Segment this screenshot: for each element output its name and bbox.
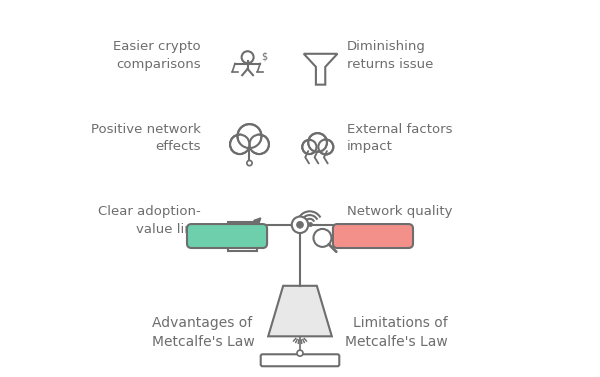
Text: $: $ <box>262 51 268 61</box>
Text: Easier crypto
comparisons: Easier crypto comparisons <box>113 40 201 71</box>
Text: External factors
impact: External factors impact <box>347 123 452 153</box>
FancyBboxPatch shape <box>333 224 413 248</box>
Text: Advantages of
Metcalfe's Law: Advantages of Metcalfe's Law <box>152 316 255 349</box>
Circle shape <box>296 221 304 228</box>
Circle shape <box>239 130 260 152</box>
Circle shape <box>292 216 308 233</box>
Text: Network quality
matters: Network quality matters <box>347 205 452 236</box>
Text: Clear adoption-
value link: Clear adoption- value link <box>98 205 201 236</box>
Text: Diminishing
returns issue: Diminishing returns issue <box>347 40 433 71</box>
Text: Limitations of
Metcalfe's Law: Limitations of Metcalfe's Law <box>345 316 448 349</box>
Circle shape <box>310 137 326 153</box>
FancyBboxPatch shape <box>187 224 267 248</box>
Polygon shape <box>268 286 332 336</box>
Text: Positive network
effects: Positive network effects <box>91 123 201 153</box>
FancyBboxPatch shape <box>261 354 339 366</box>
Circle shape <box>247 161 252 166</box>
Circle shape <box>297 350 303 356</box>
